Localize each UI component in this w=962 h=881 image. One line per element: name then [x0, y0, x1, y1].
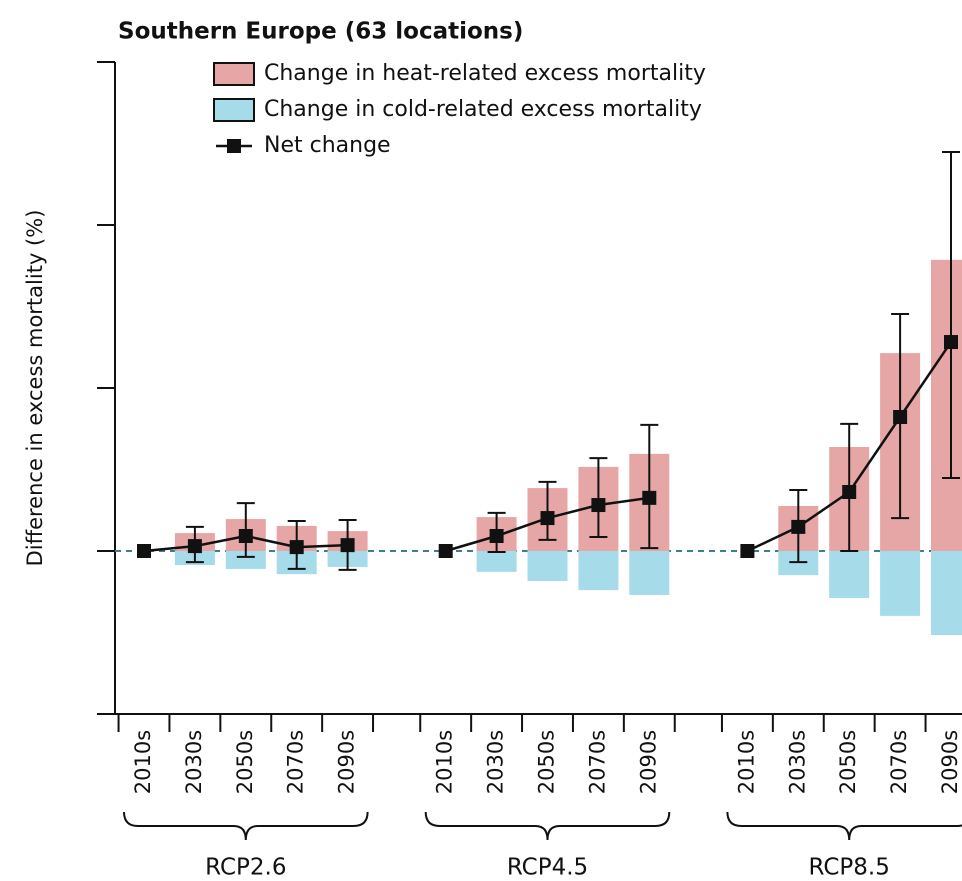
- legend-swatch: [213, 98, 255, 122]
- legend-label: Change in cold-related excess mortality: [264, 97, 702, 122]
- x-tick-label: 2010s: [433, 730, 457, 794]
- x-tick-label: 2030s: [182, 730, 206, 794]
- group-brace: [123, 811, 369, 841]
- cold-bar: [527, 551, 568, 581]
- group-brace: [726, 811, 962, 841]
- cold-bar: [931, 551, 962, 636]
- x-tick-label: 2010s: [131, 730, 155, 794]
- legend-label: Net change: [264, 133, 391, 158]
- net-marker: [187, 539, 202, 554]
- net-marker: [791, 519, 806, 534]
- cold-bar: [629, 551, 670, 596]
- x-tick-label: 2050s: [535, 730, 559, 794]
- y-axis-label: Difference in excess mortality (%): [23, 210, 47, 567]
- net-marker: [137, 544, 151, 558]
- x-tick-label: 2070s: [585, 730, 609, 794]
- x-tick-label: 2090s: [938, 730, 962, 794]
- net-marker: [540, 511, 555, 526]
- x-tick-label: 2070s: [887, 730, 911, 794]
- x-tick-label: 2030s: [785, 730, 809, 794]
- net-marker: [489, 529, 504, 544]
- heat-bar: [931, 259, 962, 551]
- x-tick-label: 2090s: [636, 730, 660, 794]
- x-tick-label: 2050s: [233, 730, 257, 794]
- net-marker: [740, 544, 755, 558]
- cold-bar: [829, 551, 870, 598]
- group-label: RCP2.6: [205, 855, 286, 881]
- legend-marker: [227, 139, 241, 153]
- x-tick-label: 2030s: [484, 730, 508, 794]
- cold-bar: [880, 551, 921, 616]
- legend-swatch: [213, 62, 255, 86]
- x-tick-label: 2090s: [335, 730, 359, 794]
- net-marker: [842, 484, 857, 499]
- net-marker: [893, 410, 908, 425]
- legend-label: Change in heat-related excess mortality: [264, 61, 706, 86]
- net-marker: [238, 529, 253, 544]
- net-marker: [438, 544, 453, 558]
- net-marker: [591, 498, 606, 513]
- x-tick-label: 2050s: [836, 730, 860, 794]
- x-tick-label: 2070s: [284, 730, 308, 794]
- group-label: RCP8.5: [809, 855, 890, 881]
- net-marker: [944, 335, 958, 350]
- group-label: RCP4.5: [507, 855, 588, 881]
- net-marker: [642, 490, 657, 505]
- net-marker: [289, 540, 304, 555]
- cold-bar: [225, 551, 266, 569]
- x-tick-label: 2010s: [734, 730, 758, 794]
- cold-bar: [578, 551, 619, 591]
- group-brace: [424, 811, 671, 841]
- cold-bar: [476, 551, 517, 572]
- net-marker: [340, 538, 355, 553]
- chart-title: Southern Europe (63 locations): [118, 19, 523, 45]
